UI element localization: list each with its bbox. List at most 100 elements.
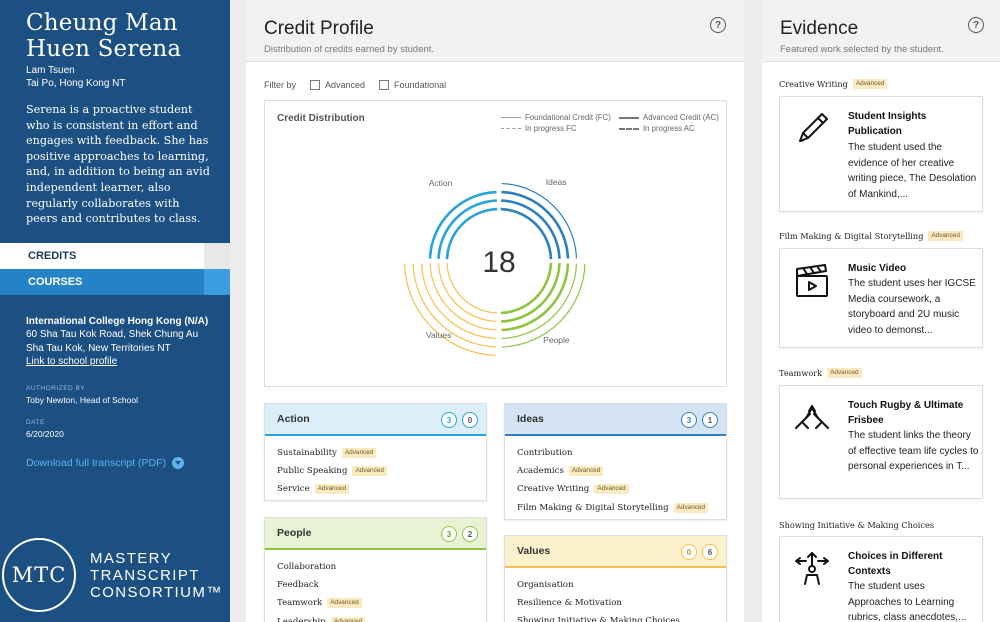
advanced-tag: Advanced (568, 466, 604, 477)
credit-item[interactable]: Creative Writing Advanced (517, 480, 714, 498)
credit-item-label: Sustainability (277, 448, 337, 458)
evidence-title-text: Student Insights Publication (848, 111, 927, 137)
legend-in-progress-ac: In progress AC (619, 123, 737, 134)
credit-item[interactable]: Sustainability Advanced (277, 444, 474, 462)
category-card-ideas[interactable]: Ideas 3 1 Contribution Academics Advanced C… (504, 403, 727, 520)
credit-arc-people (501, 263, 578, 340)
evidence-card[interactable]: Student Insights Publication The student… (779, 96, 983, 212)
credit-profile-subtitle: Distribution of credits earned by studen… (264, 44, 435, 55)
credit-item-label: Resilience & Motivation (517, 598, 622, 609)
credit-arc-values (403, 264, 496, 357)
legend-in-progress-fc: In progress FC (501, 123, 619, 134)
filter-foundational-checkbox[interactable] (379, 80, 390, 90)
credit-item[interactable]: Resilience & Motivation (517, 594, 714, 612)
legend-advanced: Advanced Credit (AC) (619, 112, 737, 123)
download-transcript-label: Download full transcript (PDF) (26, 456, 167, 469)
school-profile-link[interactable]: Link to school profile (26, 356, 118, 368)
category-card-people[interactable]: People 3 2 Collaboration Feedback Teamwork… (264, 517, 487, 622)
handshake-icon (795, 405, 829, 429)
evidence-card[interactable]: Music Video The student uses her IGCSE M… (779, 248, 983, 348)
credit-arc-people (501, 263, 561, 323)
card-header-values: Values 0 6 (505, 536, 726, 568)
credit-item-label: Feedback (277, 580, 319, 591)
filter-bar: Filter by Advanced Foundational (264, 80, 446, 90)
advanced-tag: Advanced (327, 598, 362, 609)
credit-profile-title: Credit Profile (264, 18, 374, 39)
badge-foundational-action: 0 (462, 412, 478, 428)
credit-distribution-chart: Credit Distribution Foundational Credit … (264, 100, 727, 387)
quadrant-label-action: Action (429, 178, 453, 188)
total-credits-value: 18 (482, 246, 515, 279)
school-address-line1: 60 Sha Tau Kok Road, Shek Chung Au (26, 329, 199, 341)
credit-item[interactable]: Teamwork Advanced (277, 594, 474, 612)
quadrant-label-people: People (543, 335, 570, 345)
credit-profile-help-icon[interactable]: ? (710, 17, 726, 33)
card-header-ideas: Ideas 3 1 (505, 404, 726, 436)
card-title-action: Action (277, 413, 310, 425)
card-title-values: Values (517, 545, 551, 557)
evidence-description: The student links the theory of effectiv… (848, 430, 979, 473)
credit-item[interactable]: Showing Initiative & Making Choices (517, 612, 714, 622)
advanced-tag: Advanced (341, 448, 377, 459)
mtc-logo-text: MASTERY TRANSCRIPT CONSORTIUM™ (90, 549, 223, 601)
credit-item[interactable]: Feedback (277, 576, 474, 594)
filter-label: Filter by (264, 80, 297, 90)
credit-arc-values (429, 263, 497, 331)
credit-item-label: Public Speaking (277, 466, 348, 477)
card-list-people: Collaboration Feedback Teamwork Advanced Lea… (265, 550, 486, 622)
evidence-card[interactable]: Choices in Different Contexts The studen… (779, 536, 983, 622)
transcript-date: 6/20/2020 (26, 428, 64, 439)
advanced-tag: Advanced (827, 368, 862, 378)
evidence-category: Showing Initiative & Making Choices (779, 520, 935, 530)
badge-advanced-ideas: 3 (681, 412, 697, 428)
credit-item-label: Film Making & Digital Storytelling (517, 502, 669, 513)
credit-item[interactable]: Organisation (517, 576, 714, 594)
evidence-subtitle: Featured work selected by the student. (780, 44, 944, 55)
clapperboard-icon (796, 264, 828, 297)
evidence-category: Creative Writing Advanced (779, 79, 888, 89)
advanced-tag: Advanced (673, 502, 709, 513)
evidence-title-text: Music Video (848, 263, 907, 274)
nav-courses[interactable]: COURSES (0, 268, 230, 295)
chart-legend: Foundational Credit (FC) Advanced Credit… (501, 112, 737, 134)
directions-icon (795, 552, 829, 585)
category-card-action[interactable]: Action 3 0 Sustainability Advanced Public … (264, 403, 487, 501)
evidence-title-text: Choices in Different Contexts (848, 551, 943, 577)
category-card-values[interactable]: Values 0 6 Organisation Resilience & Moti… (504, 535, 727, 622)
student-location: Lam Tsuen Tai Po, Hong Kong NT (26, 65, 126, 89)
school-address-line2: Sha Tau Kok, New Territories NT (26, 342, 171, 354)
download-transcript-link[interactable]: Download full transcript (PDF) (0, 456, 230, 469)
card-list-ideas: Contribution Academics Advanced Creative Wr… (505, 436, 726, 521)
credit-arc-action (445, 207, 498, 260)
authorized-by: Toby Newton, Head of School (26, 394, 138, 405)
credit-profile-panel: Credit Profile Distribution of credits e… (246, 0, 744, 622)
mtc-logo: MTC MASTERY TRANSCRIPT CONSORTIUM™ (0, 535, 230, 615)
nav-credits[interactable]: CREDITS (0, 242, 230, 269)
credit-item[interactable]: Service Advanced (277, 480, 474, 498)
evidence-help-icon[interactable]: ? (968, 17, 984, 33)
student-sidebar: Cheung Man Huen Serena Lam Tsuen Tai Po,… (0, 0, 230, 622)
credit-item[interactable]: Collaboration (277, 558, 474, 576)
card-title-ideas: Ideas (517, 413, 544, 425)
advanced-tag: Advanced (330, 616, 366, 622)
credit-item[interactable]: Leadership Advanced (277, 613, 474, 622)
credit-item[interactable]: Academics Advanced (517, 462, 714, 480)
badge-foundational-people: 2 (462, 526, 478, 542)
credit-arc-values (437, 263, 497, 323)
credit-arc-values (446, 262, 498, 314)
credit-item[interactable]: Public Speaking Advanced (277, 462, 474, 480)
credit-arc-people (501, 263, 586, 348)
credit-profile-header: Credit Profile Distribution of credits e… (246, 0, 744, 62)
evidence-card[interactable]: Touch Rugby & Ultimate Frisbee The stude… (779, 385, 983, 499)
credit-item[interactable]: Film Making & Digital Storytelling Advanc… (517, 499, 714, 517)
date-label: DATE (26, 418, 45, 426)
filter-advanced-checkbox[interactable] (310, 80, 321, 90)
credit-item-label: Collaboration (277, 562, 337, 572)
legend-foundational: Foundational Credit (FC) (501, 112, 619, 123)
advanced-tag: Advanced (928, 231, 963, 241)
badge-foundational-ideas: 1 (702, 412, 718, 428)
credit-item[interactable]: Contribution (517, 444, 714, 462)
credit-arc-people (500, 262, 553, 315)
card-title-people: People (277, 527, 312, 539)
badge-advanced-people: 3 (441, 526, 457, 542)
